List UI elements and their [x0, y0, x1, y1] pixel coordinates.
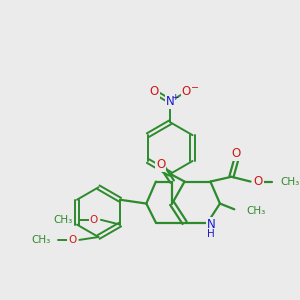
Text: CH₃: CH₃	[247, 206, 266, 216]
Text: O: O	[182, 85, 191, 98]
Text: O: O	[232, 147, 241, 160]
Text: O: O	[254, 175, 263, 188]
Text: N: N	[166, 95, 175, 108]
Text: O: O	[149, 85, 159, 98]
Text: H: H	[208, 229, 215, 239]
Text: N: N	[207, 218, 216, 231]
Text: O: O	[90, 215, 98, 225]
Text: CH₃: CH₃	[280, 177, 299, 187]
Text: O: O	[68, 235, 76, 245]
Text: CH₃: CH₃	[53, 215, 72, 225]
Text: +: +	[171, 93, 179, 102]
Text: CH₃: CH₃	[32, 235, 51, 245]
Text: −: −	[191, 83, 199, 93]
Text: O: O	[156, 158, 165, 171]
